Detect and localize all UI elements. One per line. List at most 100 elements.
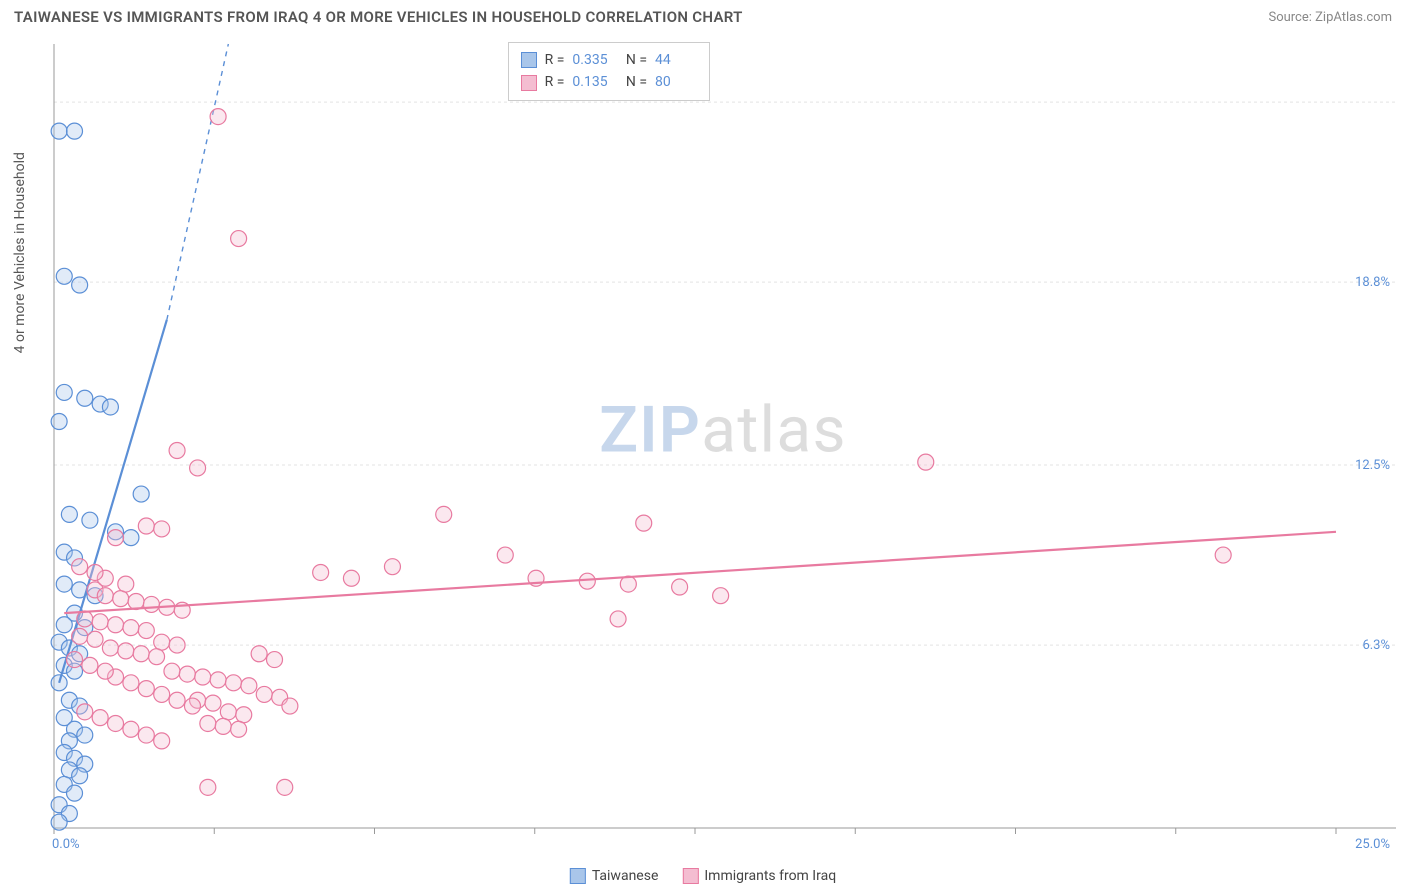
taiwanese-trend-line-extrap (167, 44, 229, 320)
legend-n-value: 44 (655, 49, 697, 71)
iraq-point (251, 646, 267, 662)
iraq-point (149, 649, 165, 665)
taiwanese-point (72, 768, 88, 784)
iraq-point (97, 663, 113, 679)
taiwanese-point (77, 727, 93, 743)
iraq-point (231, 721, 247, 737)
iraq-point (138, 681, 154, 697)
iraq-point (123, 620, 139, 636)
iraq-point (154, 686, 170, 702)
iraq-point (154, 634, 170, 650)
y-tick-label: 12.5% (1355, 458, 1390, 473)
iraq-point (672, 579, 688, 595)
taiwanese-point (56, 268, 72, 284)
iraq-point (108, 617, 124, 633)
iraq-point (118, 576, 134, 592)
iraq-point (72, 559, 88, 575)
iraq-point (133, 646, 149, 662)
iraq-point (169, 692, 185, 708)
iraq-point (579, 573, 595, 589)
iraq-point (108, 715, 124, 731)
iraq-point (82, 657, 98, 673)
taiwanese-point (56, 384, 72, 400)
legend-r-value: 0.135 (572, 71, 614, 93)
iraq-point (138, 518, 154, 534)
iraq-trend-line (64, 532, 1336, 613)
iraq-point (77, 704, 93, 720)
iraq-point (123, 721, 139, 737)
iraq-swatch-icon (682, 868, 698, 884)
iraq-point (241, 678, 257, 694)
bottom-legend-item-taiwanese: Taiwanese (570, 868, 659, 884)
iraq-swatch (521, 75, 537, 91)
legend-r-label: R = (545, 71, 565, 93)
x-tick-label: 0.0% (52, 837, 80, 852)
iraq-point (313, 564, 329, 580)
taiwanese-point (51, 123, 67, 139)
taiwanese-point (133, 486, 149, 502)
iraq-point (713, 588, 729, 604)
iraq-point (267, 652, 283, 668)
iraq-point (236, 707, 252, 723)
taiwanese-point (77, 390, 93, 406)
taiwanese-swatch (521, 52, 537, 68)
iraq-point (113, 591, 129, 607)
iraq-point (636, 515, 652, 531)
iraq-point (87, 564, 103, 580)
iraq-point (97, 588, 113, 604)
iraq-point (190, 460, 206, 476)
iraq-point (497, 547, 513, 563)
iraq-point (154, 733, 170, 749)
iraq-point (210, 672, 226, 688)
iraq-point (436, 506, 452, 522)
taiwanese-swatch-icon (570, 868, 586, 884)
taiwanese-point (67, 123, 83, 139)
legend-row-taiwanese: R = 0.335 N = 44 (521, 49, 697, 71)
scatter-plot: 6.3%12.5%18.8%0.0%25.0% (50, 40, 1396, 852)
iraq-point (179, 666, 195, 682)
chart-title: TAIWANESE VS IMMIGRANTS FROM IRAQ 4 OR M… (14, 8, 743, 26)
iraq-point (138, 727, 154, 743)
iraq-point (164, 663, 180, 679)
iraq-point (200, 779, 216, 795)
iraq-point (169, 637, 185, 653)
iraq-point (118, 643, 134, 659)
iraq-point (138, 623, 154, 639)
iraq-point (92, 614, 108, 630)
iraq-point (184, 698, 200, 714)
bottom-legend-item-iraq: Immigrants from Iraq (682, 868, 836, 884)
iraq-point (87, 631, 103, 647)
taiwanese-point (123, 530, 139, 546)
x-tick-label: 25.0% (1355, 837, 1390, 852)
taiwanese-point (82, 512, 98, 528)
iraq-point (154, 521, 170, 537)
iraq-point (205, 695, 221, 711)
taiwanese-point (102, 399, 118, 415)
taiwanese-point (61, 506, 77, 522)
legend-r-label: R = (545, 49, 565, 71)
legend-n-value: 80 (655, 71, 697, 93)
iraq-point (200, 715, 216, 731)
iraq-point (108, 530, 124, 546)
bottom-legend-label: Taiwanese (592, 868, 659, 884)
iraq-point (384, 559, 400, 575)
iraq-point (343, 570, 359, 586)
taiwanese-point (51, 413, 67, 429)
legend-r-value: 0.335 (572, 49, 614, 71)
taiwanese-point (56, 576, 72, 592)
iraq-point (231, 231, 247, 247)
iraq-point (277, 779, 293, 795)
iraq-point (77, 611, 93, 627)
iraq-point (220, 704, 236, 720)
iraq-point (67, 652, 83, 668)
iraq-point (123, 675, 139, 691)
taiwanese-point (51, 814, 67, 830)
iraq-point (195, 669, 211, 685)
taiwanese-point (67, 785, 83, 801)
iraq-point (169, 443, 185, 459)
y-axis-label: 4 or more Vehicles in Household (12, 152, 28, 353)
iraq-point (256, 686, 272, 702)
iraq-point (225, 675, 241, 691)
legend-n-label: N = (622, 49, 647, 71)
legend-row-iraq: R =0.135 N =80 (521, 71, 697, 93)
